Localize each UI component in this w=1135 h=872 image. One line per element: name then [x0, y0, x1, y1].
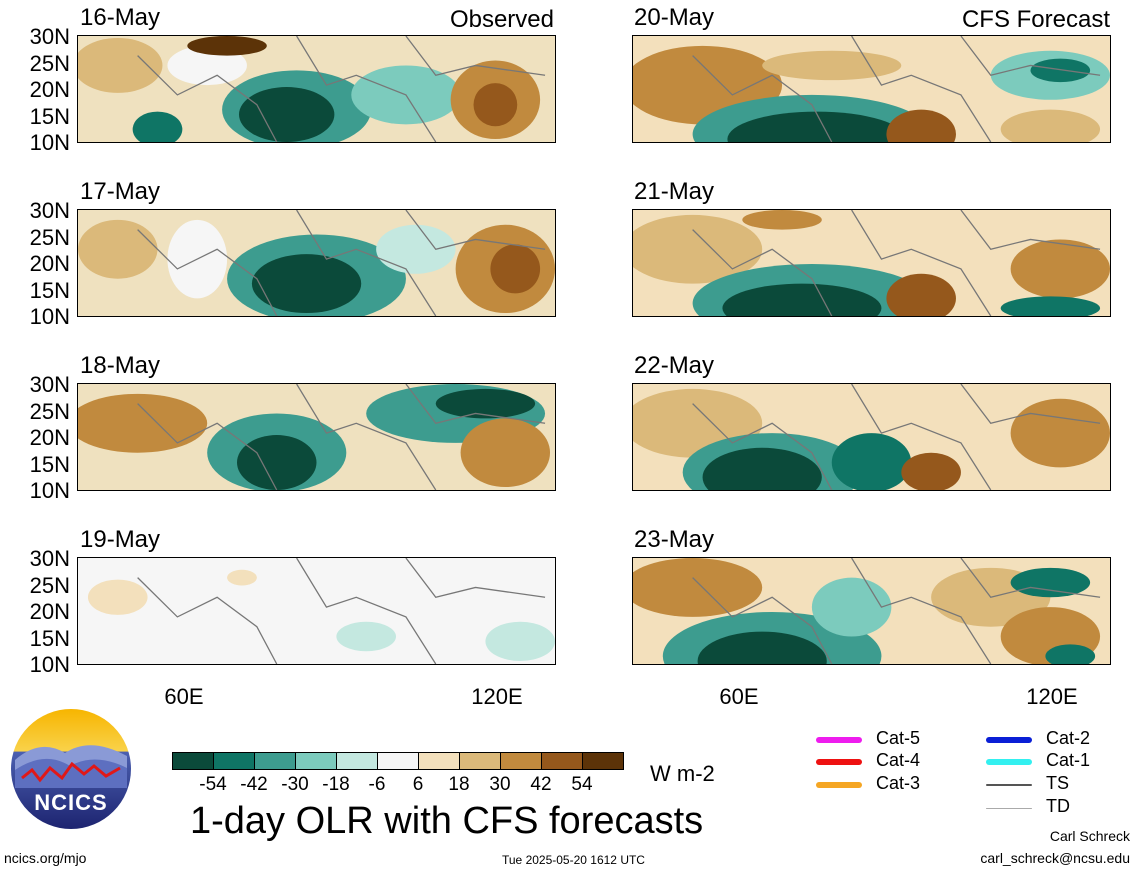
legend-label: Cat-3 — [876, 773, 921, 793]
colorbar-label: -30 — [281, 774, 309, 795]
lat-label: 25N — [29, 50, 70, 76]
olr-map-panel — [632, 35, 1111, 143]
colorbar-swatch — [336, 752, 378, 770]
lon-label: 60E — [164, 684, 204, 709]
lat-label: 30N — [29, 198, 70, 223]
footer-email: carl_schreck@ncsu.edu — [980, 850, 1130, 866]
legend-swatch — [986, 759, 1032, 765]
olr-map-panel — [632, 383, 1111, 491]
colorbar-label: -42 — [240, 774, 268, 795]
legend-swatch — [986, 737, 1032, 743]
colorbar-swatch — [295, 752, 337, 770]
lon-label: 120E — [1026, 684, 1078, 709]
lon-label: 120E — [471, 684, 523, 709]
logo-text: NCICS — [34, 790, 108, 815]
lat-label: 30N — [29, 24, 70, 49]
colorbar-label: 18 — [448, 774, 470, 795]
panel-date: 18-May — [80, 352, 161, 379]
olr-map-panel — [77, 35, 556, 143]
footer-timestamp: Tue 2025-05-20 1612 UTC — [502, 853, 645, 867]
panel-date: 21-May — [634, 178, 715, 205]
olr-map-panel — [77, 209, 556, 317]
panel-date: 23-May — [634, 526, 715, 553]
panel-date: 19-May — [80, 526, 161, 553]
colorbar-swatch — [377, 752, 419, 770]
panel-date: 16-May — [80, 4, 161, 31]
lat-label: 20N — [29, 251, 70, 276]
lat-label: 15N — [29, 103, 70, 129]
legend-swatch — [816, 782, 862, 788]
footer-url: ncics.org/mjo — [4, 850, 87, 866]
colorbar-swatch — [418, 752, 460, 770]
lat-label: 15N — [29, 451, 70, 477]
legend-label: Cat-5 — [876, 728, 921, 748]
lat-label: 20N — [29, 77, 70, 102]
colorbar-label: -18 — [322, 774, 350, 795]
colorbar-label: -6 — [368, 774, 386, 795]
colorbar-swatch — [172, 752, 214, 770]
colorbar-swatch — [582, 752, 624, 770]
lat-label: 25N — [29, 224, 70, 250]
legend-swatch — [986, 808, 1032, 809]
chart-title: 1-day OLR with CFS forecasts — [190, 800, 704, 842]
panel-date: 22-May — [634, 352, 715, 379]
colorbar-label: 54 — [571, 774, 593, 795]
legend-label: TS — [1046, 773, 1070, 793]
lat-label: 20N — [29, 599, 70, 624]
colorbar-label: 30 — [489, 774, 511, 795]
lat-label: 30N — [29, 546, 70, 571]
colorbar-swatch — [500, 752, 542, 770]
lat-label: 10N — [29, 478, 70, 503]
legend-label: Cat-4 — [876, 750, 921, 770]
lon-label: 60E — [719, 684, 759, 709]
lat-label: 25N — [29, 572, 70, 598]
legend-label: TD — [1046, 796, 1070, 816]
legend-label: Cat-2 — [1046, 728, 1091, 748]
lat-label: 30N — [29, 372, 70, 397]
legend-swatch — [816, 737, 862, 743]
olr-map-panel — [632, 557, 1111, 665]
lat-label: 25N — [29, 398, 70, 424]
lat-label: 10N — [29, 130, 70, 155]
olr-map-panel — [632, 209, 1111, 317]
olr-map-panel — [77, 383, 556, 491]
lat-label: 10N — [29, 652, 70, 677]
legend-swatch — [816, 759, 862, 765]
olr-map-panel — [77, 557, 556, 665]
lat-label: 15N — [29, 625, 70, 651]
colorbar-swatch — [459, 752, 501, 770]
colorbar-label: 6 — [412, 774, 424, 795]
lat-label: 15N — [29, 277, 70, 303]
colorbar-label: -54 — [199, 774, 227, 795]
ncics-logo — [10, 708, 132, 830]
colorbar-unit: W m-2 — [650, 761, 715, 786]
colorbar-swatch — [213, 752, 255, 770]
footer-author: Carl Schreck — [1049, 828, 1130, 844]
panel-date: 17-May — [80, 178, 161, 205]
lat-label: 10N — [29, 304, 70, 329]
lat-label: 20N — [29, 425, 70, 450]
colorbar-swatch — [254, 752, 296, 770]
colorbar-swatch — [541, 752, 583, 770]
legend-label: Cat-1 — [1046, 750, 1091, 770]
colorbar-label: 42 — [530, 774, 552, 795]
observed-label: Observed — [449, 6, 554, 33]
forecast-label: CFS Forecast — [961, 6, 1110, 33]
legend-swatch — [986, 784, 1032, 786]
panel-date: 20-May — [634, 4, 715, 31]
